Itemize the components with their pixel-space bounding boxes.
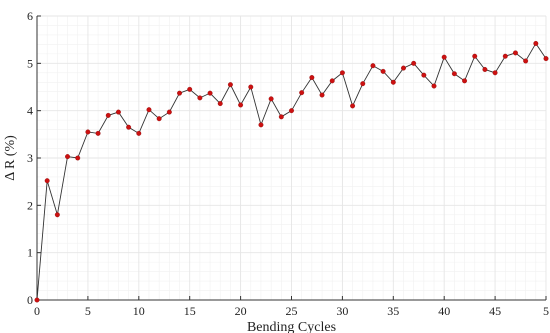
data-point (217, 101, 223, 107)
data-point (421, 72, 427, 78)
axes (36, 15, 547, 301)
data-point (207, 90, 213, 96)
data-point (513, 50, 518, 56)
x-tick-label: 5 (543, 304, 549, 318)
y-tick-label: 4 (27, 104, 33, 118)
y-tick-label: 2 (27, 198, 33, 212)
data-point (350, 103, 356, 109)
data-point (187, 86, 193, 92)
data-point (401, 65, 406, 71)
data-point (166, 109, 172, 115)
data-point (54, 212, 60, 218)
x-tick-label: 0 (34, 304, 40, 318)
data-point (268, 96, 274, 102)
data-point (451, 71, 457, 77)
data-point (227, 82, 233, 88)
data-point (278, 114, 284, 120)
data-point (177, 90, 182, 96)
data-point (44, 178, 50, 184)
x-axis-label: Bending Cycles (247, 320, 336, 333)
data-point (75, 155, 81, 161)
data-point (523, 58, 529, 64)
x-tick-label: 5 (85, 304, 91, 318)
y-tick-label: 5 (27, 56, 33, 70)
data-point (319, 92, 325, 98)
data-point (360, 81, 366, 87)
data-point (339, 70, 345, 76)
data-point (370, 63, 376, 69)
data-point (543, 56, 549, 62)
y-tick-label: 1 (27, 246, 33, 260)
data-point (105, 112, 111, 118)
data-point (533, 41, 539, 46)
data-point (85, 129, 91, 135)
x-tick-label: 30 (336, 304, 348, 318)
x-tick-label: 25 (286, 304, 298, 318)
data-point (472, 53, 478, 59)
data-point (146, 107, 152, 113)
data-point (126, 124, 132, 130)
x-tick-label: 40 (438, 304, 450, 318)
data-point (431, 83, 437, 89)
data-point (258, 122, 264, 128)
data-point (115, 109, 121, 115)
data-point (309, 75, 315, 80)
data-point (482, 67, 488, 72)
data-point (329, 78, 335, 84)
x-tick-label: 45 (489, 304, 501, 318)
y-axis-label: Δ R (%) (3, 135, 18, 181)
x-tick-label: 10 (133, 304, 145, 318)
y-tick-label: 0 (27, 293, 33, 307)
data-point (95, 130, 101, 136)
data-point (390, 79, 396, 85)
x-tick-label: 35 (387, 304, 399, 318)
data-point (238, 102, 244, 108)
data-point (65, 154, 70, 160)
data-point (441, 54, 447, 60)
y-tick-label: 6 (27, 9, 33, 23)
y-tick-label: 3 (27, 151, 33, 165)
data-point (492, 70, 498, 76)
data-point (34, 297, 40, 303)
data-point (380, 68, 386, 74)
x-tick-label: 20 (235, 304, 247, 318)
series-layer (34, 41, 549, 303)
data-point (502, 53, 508, 59)
data-point (248, 84, 254, 90)
data-point (136, 130, 142, 136)
data-point (411, 60, 417, 66)
x-tick-label: 15 (184, 304, 196, 318)
data-point (289, 108, 294, 114)
data-point (462, 78, 468, 84)
data-point (156, 116, 162, 122)
data-point (197, 95, 203, 101)
major-grid (36, 15, 547, 301)
data-point (299, 90, 305, 96)
